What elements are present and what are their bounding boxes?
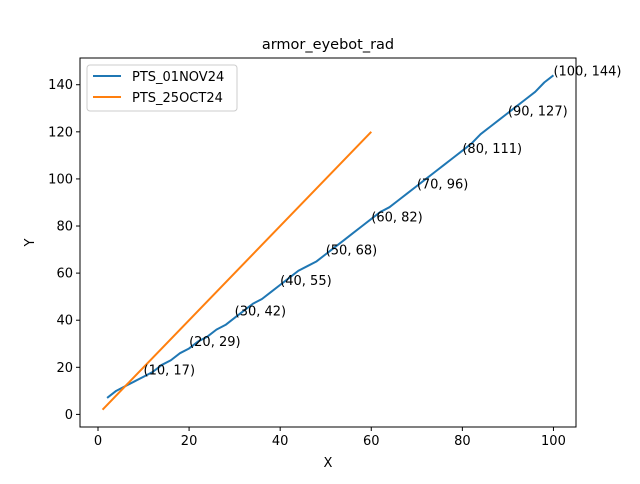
x-tick-label-1: 20 (181, 434, 198, 449)
y-tick-label-0: 0 (65, 408, 73, 423)
legend-label-0: PTS_01NOV24 (132, 70, 224, 85)
series-line-0 (106, 74, 555, 399)
x-tick-label-3: 60 (363, 434, 380, 449)
plot-area: (10, 17) (20, 29) (30, 42) (40, 55) (50, 68)… (101, 64, 621, 411)
chart-title: armor_eyebot_rad (262, 37, 394, 53)
annotation-label-3: (40, 55) (280, 274, 332, 289)
annotation-label-5: (60, 82) (371, 210, 423, 225)
x-tick-label-5: 100 (541, 434, 566, 449)
annotation-label-1: (20, 29) (189, 335, 241, 350)
y-tick-label-3: 60 (56, 267, 73, 282)
annotation-label-8: (90, 127) (508, 104, 568, 119)
y-tick-label-5: 100 (48, 172, 73, 187)
x-axis-label: X (324, 456, 333, 471)
y-axis: 0 20 40 60 80 100 120 140 (48, 78, 80, 423)
y-tick-label-7: 140 (48, 78, 73, 93)
legend-box (86, 64, 238, 112)
y-axis-label: Y (23, 238, 38, 247)
legend-label-1: PTS_25OCT24 (132, 91, 223, 106)
annotation-label-6: (70, 96) (417, 177, 469, 192)
series-line-1 (101, 131, 372, 411)
annotation-label-7: (80, 111) (462, 142, 522, 157)
y-tick-label-4: 80 (56, 220, 73, 235)
x-tick-label-2: 40 (272, 434, 289, 449)
annotation-label-0: (10, 17) (144, 363, 196, 378)
x-axis: 0 20 40 60 80 100 (94, 427, 566, 449)
x-tick-label-0: 0 (94, 434, 102, 449)
y-tick-label-6: 120 (48, 125, 73, 140)
x-tick-label-4: 80 (454, 434, 471, 449)
y-tick-label-1: 20 (56, 361, 73, 376)
annotation-label-4: (50, 68) (326, 243, 378, 258)
annotation-label-2: (30, 42) (235, 305, 287, 320)
y-tick-label-2: 40 (56, 314, 73, 329)
legend: PTS_01NOV24 PTS_25OCT24 (86, 64, 238, 112)
plot-frame (79, 57, 577, 428)
annotation-label-9: (100, 144) (553, 64, 621, 79)
